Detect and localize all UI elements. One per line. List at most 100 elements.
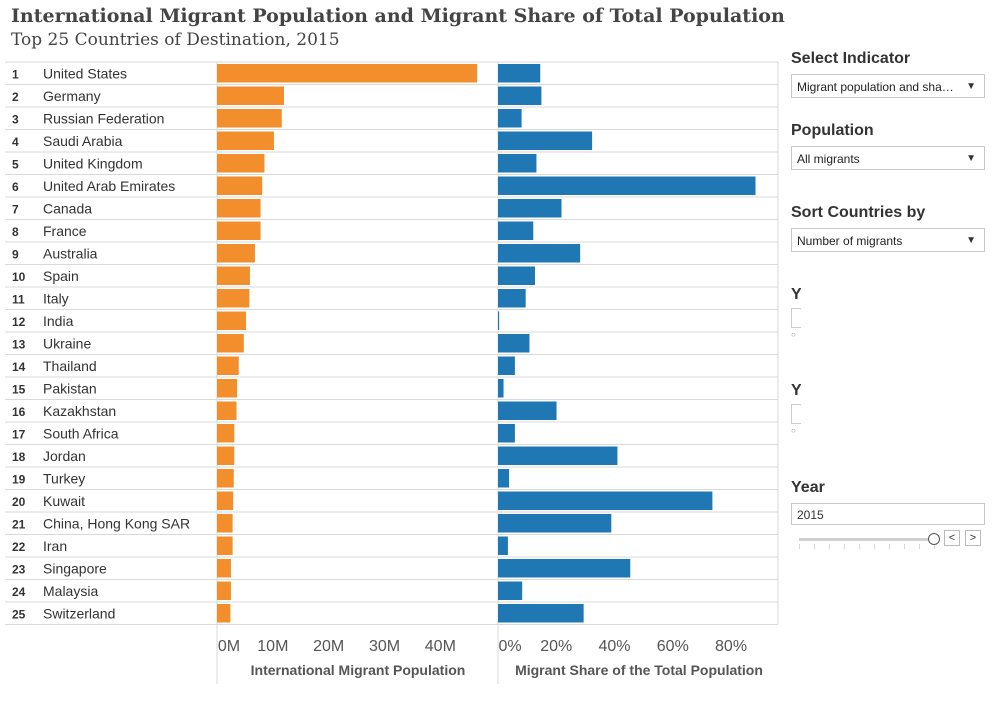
population-bar[interactable] — [217, 311, 247, 331]
share-bar[interactable] — [498, 581, 523, 601]
share-bar[interactable] — [498, 491, 713, 511]
share-bar[interactable] — [498, 469, 510, 488]
share-bar[interactable] — [498, 559, 631, 578]
rank-label: 4 — [12, 135, 19, 149]
rank-label: 16 — [12, 405, 26, 419]
share-bar[interactable] — [498, 266, 535, 286]
rank-label: 5 — [12, 157, 19, 171]
country-label: Kuwait — [43, 493, 85, 509]
caret-down-icon: ▼ — [966, 153, 976, 164]
clipped-control-1: Y ○ — [791, 286, 801, 339]
country-label: Thailand — [43, 358, 97, 374]
share-bar[interactable] — [498, 356, 515, 376]
rank-label: 2 — [12, 90, 19, 104]
population-bar[interactable] — [217, 514, 233, 533]
share-bar[interactable] — [498, 64, 541, 83]
population-bar[interactable] — [217, 536, 233, 556]
indicator-label: Select Indicator — [791, 50, 911, 67]
population-bar[interactable] — [217, 469, 234, 488]
population-bar[interactable] — [217, 266, 250, 286]
share-bar[interactable] — [498, 379, 504, 398]
clipped-label-2: Y — [791, 382, 801, 399]
share-bar[interactable] — [498, 289, 526, 308]
share-bar[interactable] — [498, 401, 557, 421]
population-bar[interactable] — [217, 289, 250, 308]
x-tick-label: 80% — [715, 638, 747, 655]
population-bar[interactable] — [217, 491, 234, 511]
next-year-button[interactable]: > — [965, 530, 981, 546]
share-bar[interactable] — [498, 176, 756, 196]
share-bar[interactable] — [498, 536, 508, 556]
x-tick-label: 20% — [540, 638, 572, 655]
share-bar[interactable] — [498, 446, 618, 466]
population-bar[interactable] — [217, 109, 282, 128]
population-value: All migrants — [797, 152, 860, 166]
population-bar[interactable] — [217, 86, 284, 106]
share-bar[interactable] — [498, 221, 534, 241]
population-bar[interactable] — [217, 154, 265, 173]
chart-subtitle: Top 25 Countries of Destination, 2015 — [11, 30, 340, 50]
country-label: Italy — [43, 290, 69, 306]
share-bar[interactable] — [498, 604, 584, 623]
bar-charts: 1 United States 2 Germany 3 Russian Federatio… — [5, 61, 779, 684]
population-bar[interactable] — [217, 604, 231, 623]
indicator-dropdown[interactable]: Migrant population and sha… ▼ — [791, 74, 985, 98]
share-bar[interactable] — [498, 311, 500, 331]
clipped-input-2[interactable] — [791, 404, 801, 424]
x-tick-label: 40M — [425, 638, 456, 655]
rank-label: 8 — [12, 225, 19, 239]
population-bar[interactable] — [217, 199, 261, 218]
share-bar[interactable] — [498, 199, 562, 218]
rank-label: 20 — [12, 495, 26, 509]
population-bar[interactable] — [217, 221, 261, 241]
country-label: South Africa — [43, 425, 119, 441]
population-bar[interactable] — [217, 424, 235, 443]
prev-year-button[interactable]: < — [944, 530, 960, 546]
rank-label: 25 — [12, 607, 26, 621]
country-label: France — [43, 223, 87, 239]
population-bar[interactable] — [217, 176, 263, 196]
clipped-dot-icon: ○ — [791, 426, 796, 435]
x-axis-title: Migrant Share of the Total Population — [515, 662, 763, 678]
population-bar[interactable] — [217, 64, 478, 83]
share-bar[interactable] — [498, 424, 515, 443]
slider-tick — [874, 544, 875, 549]
rank-label: 1 — [12, 67, 19, 81]
country-label: Spain — [43, 268, 79, 284]
country-label: United Kingdom — [43, 155, 143, 171]
country-label: Russian Federation — [43, 110, 164, 126]
population-bar[interactable] — [217, 356, 239, 376]
population-bar[interactable] — [217, 581, 231, 601]
caret-down-icon: ▼ — [966, 235, 976, 246]
share-bar[interactable] — [498, 244, 581, 263]
population-bar[interactable] — [217, 334, 244, 353]
population-bar[interactable] — [217, 559, 231, 578]
population-bar[interactable] — [217, 131, 274, 151]
share-bar[interactable] — [498, 109, 522, 128]
x-tick-label: 60% — [657, 638, 689, 655]
year-input[interactable]: 2015 — [791, 503, 985, 525]
population-label: Population — [791, 122, 874, 139]
year-slider[interactable]: < > — [799, 530, 989, 554]
population-dropdown[interactable]: All migrants ▼ — [791, 146, 985, 170]
share-bar[interactable] — [498, 154, 537, 173]
share-bar[interactable] — [498, 131, 593, 151]
population-bar[interactable] — [217, 379, 238, 398]
country-label: Switzerland — [43, 605, 115, 621]
population-bar[interactable] — [217, 401, 237, 421]
clipped-input-1[interactable] — [791, 308, 801, 328]
clipped-label-1: Y — [791, 286, 801, 303]
country-label: China, Hong Kong SAR — [43, 515, 190, 531]
country-label: Canada — [43, 200, 92, 216]
share-bar[interactable] — [498, 334, 530, 353]
x-tick-label: 40% — [599, 638, 631, 655]
population-bar[interactable] — [217, 244, 255, 263]
country-label: Singapore — [43, 560, 107, 576]
population-bar[interactable] — [217, 446, 235, 466]
share-bar[interactable] — [498, 86, 542, 106]
slider-track[interactable] — [799, 538, 935, 541]
slider-thumb[interactable] — [928, 533, 940, 545]
sort-dropdown[interactable]: Number of migrants ▼ — [791, 228, 985, 252]
share-bar[interactable] — [498, 514, 612, 533]
rank-label: 23 — [12, 562, 26, 576]
